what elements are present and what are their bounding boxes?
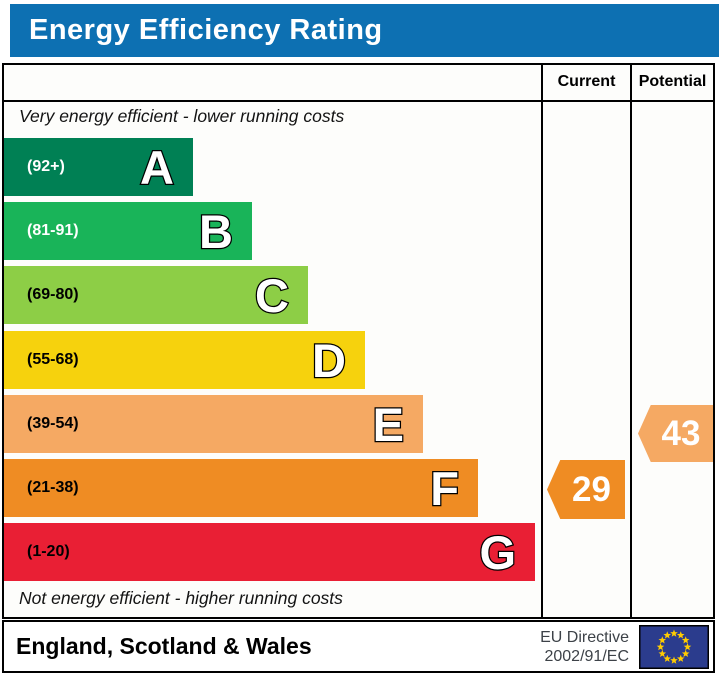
eu-flag-star <box>663 631 672 639</box>
band-letter: G <box>478 525 517 579</box>
eu-flag-star <box>658 649 667 657</box>
eu-flag-star <box>670 629 678 637</box>
eu-flag-star <box>670 656 678 664</box>
band-range-label: (92+) <box>27 158 65 175</box>
band-range-label: (21-38) <box>27 479 79 496</box>
current-rating-arrow: 29 <box>547 460 625 519</box>
band-range-label: (39-54) <box>27 415 79 432</box>
potential-rating-value: 43 <box>661 413 701 453</box>
eu-flag-star <box>676 631 685 639</box>
band-letter: B <box>198 204 234 258</box>
band-range-label: (69-80) <box>27 286 79 303</box>
eu-flag-star <box>676 654 685 662</box>
header-underline <box>4 100 713 102</box>
band-range-label: (81-91) <box>27 222 79 239</box>
eu-directive-line2: 2002/91/EC <box>544 648 629 665</box>
eu-directive-line1: EU Directive <box>540 629 629 646</box>
band-row-c: (69-80) C <box>4 266 308 324</box>
eu-flag-star <box>683 643 692 651</box>
band-row-a: (92+) A <box>4 138 193 196</box>
current-column-divider <box>541 65 543 617</box>
band-letter: D <box>311 333 347 387</box>
eu-flag-icon <box>639 625 709 669</box>
band-row-f: (21-38) F <box>4 459 478 517</box>
eu-flag-star <box>663 654 672 662</box>
band-row-e: (39-54) E <box>4 395 423 453</box>
band-letter: C <box>254 268 290 322</box>
footer-bar: England, Scotland & Wales EU Directive 2… <box>2 620 715 673</box>
band-row-d: (55-68) D <box>4 331 365 389</box>
potential-column-divider <box>630 65 632 617</box>
band-row-g: (1-20) G <box>4 523 535 581</box>
band-letter: A <box>139 140 175 194</box>
region-label: England, Scotland & Wales <box>16 633 312 659</box>
band-letter: E <box>371 397 405 451</box>
bottom-caption: Not energy efficient - higher running co… <box>19 588 343 608</box>
title-bar: Energy Efficiency Rating <box>10 4 719 57</box>
rating-chart: Current Potential Very energy efficient … <box>2 63 715 619</box>
eu-flag-star <box>658 636 667 644</box>
band-row-b: (81-91) B <box>4 202 252 260</box>
eu-flag-star <box>656 643 665 651</box>
top-caption: Very energy efficient - lower running co… <box>19 106 345 126</box>
page-title: Energy Efficiency Rating <box>29 14 383 46</box>
potential-rating-arrow: 43 <box>638 405 713 462</box>
potential-column-header: Potential <box>638 73 707 90</box>
band-range-label: (1-20) <box>27 543 70 560</box>
eu-flag-star <box>681 636 690 644</box>
band-range-label: (55-68) <box>27 351 79 368</box>
current-rating-value: 29 <box>572 469 611 509</box>
band-letter: F <box>429 461 460 515</box>
eu-flag-star <box>681 649 690 657</box>
eu-directive-text: EU Directive 2002/91/EC <box>540 628 629 666</box>
current-column-header: Current <box>557 73 616 90</box>
